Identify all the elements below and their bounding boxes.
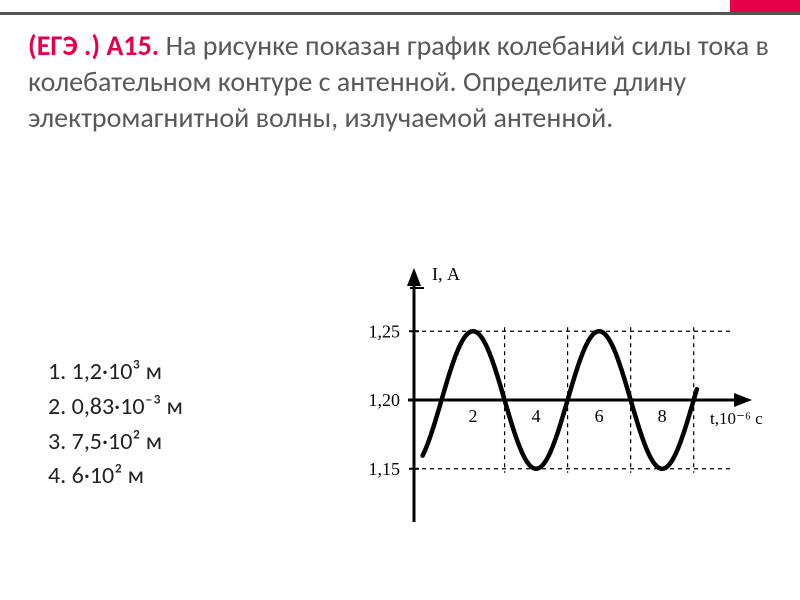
answer-item: 1. 1,2·10³ м xyxy=(48,355,183,390)
answer-list: 1. 1,2·10³ м2. 0,83·10⁻³ м3. 7,5·10² м4.… xyxy=(48,355,183,494)
question-text: (ЕГЭ .) А15. На рисунке показан график к… xyxy=(28,28,772,135)
svg-text:I, А: I, А xyxy=(432,264,460,284)
answer-item: 4. 6·10² м xyxy=(48,459,183,494)
svg-text:4: 4 xyxy=(532,406,541,426)
answer-item: 3. 7,5·10² м xyxy=(48,425,183,460)
svg-text:8: 8 xyxy=(658,406,667,426)
svg-text:6: 6 xyxy=(595,406,604,426)
svg-text:1,25: 1,25 xyxy=(369,321,401,341)
slide: (ЕГЭ .) А15. На рисунке показан график к… xyxy=(0,0,800,600)
svg-text:2: 2 xyxy=(469,406,478,426)
svg-text:1,20: 1,20 xyxy=(369,390,401,410)
svg-text:t,10⁻⁶ c: t,10⁻⁶ c xyxy=(710,409,763,428)
title-underline xyxy=(0,12,800,15)
svg-text:1,15: 1,15 xyxy=(369,459,401,479)
question-tag: (ЕГЭ .) А15. xyxy=(28,28,159,63)
oscillation-chart: 1,25 1,20 1,15 2 4 6 8 I, А t,10⁻⁶ c xyxy=(340,260,770,550)
accent-bar xyxy=(730,0,800,12)
answer-item: 2. 0,83·10⁻³ м xyxy=(48,390,183,425)
